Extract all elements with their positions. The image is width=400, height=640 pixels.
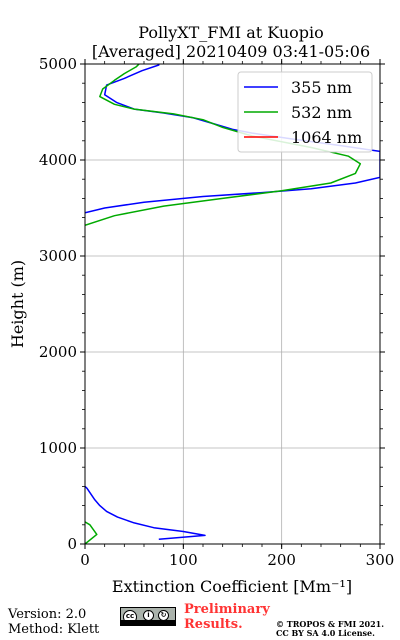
x-tick-label: 300: [366, 551, 395, 569]
version-label: Version: 2.0: [8, 607, 87, 622]
copyright-notice: © TROPOS & FMI 2021. CC BY SA 4.0 Licens…: [276, 620, 384, 638]
y-tick-label: 4000: [39, 151, 77, 169]
chart: PollyXT_FMI at Kuopio [Averaged] 2021040…: [8, 23, 395, 596]
series-line-355-nm: [85, 485, 206, 540]
y-tick-label: 5000: [39, 55, 77, 73]
y-tick-label: 0: [67, 535, 77, 553]
plot-frame: [84, 63, 381, 545]
method-label: Method: Klett: [8, 622, 100, 637]
y-tick-label: 3000: [39, 247, 77, 265]
legend[interactable]: 355 nm 532 nm 1064 nm: [237, 71, 373, 153]
chart-title: PollyXT_FMI at Kuopio: [138, 23, 324, 42]
x-axis-label: Extinction Coefficient [Mm⁻¹]: [112, 577, 352, 596]
badge-strip: [121, 620, 175, 625]
y-tick-label: 1000: [39, 439, 77, 457]
cc-by-sa-badge-icon[interactable]: cc i ↻: [120, 607, 176, 626]
x-tick-label: 0: [80, 551, 90, 569]
chart-subtitle: [Averaged] 20210409 03:41-05:06: [92, 42, 370, 61]
series-line-532-nm: [85, 64, 362, 227]
legend-label: 1064 nm: [291, 128, 362, 147]
preliminary-results-label: Preliminary Results.: [184, 602, 270, 632]
y-tick-label: 2000: [39, 343, 77, 361]
y-axis-label: Height (m): [8, 260, 27, 348]
legend-label: 355 nm: [291, 78, 352, 97]
x-tick-label: 100: [169, 551, 198, 569]
copyright-line: © TROPOS & FMI 2021.: [276, 619, 385, 629]
legend-box: [237, 71, 373, 153]
legend-label: 532 nm: [291, 103, 352, 122]
x-tick-label: 200: [267, 551, 296, 569]
series-line-532-nm: [85, 521, 98, 544]
license-line: CC BY SA 4.0 License.: [276, 628, 375, 638]
